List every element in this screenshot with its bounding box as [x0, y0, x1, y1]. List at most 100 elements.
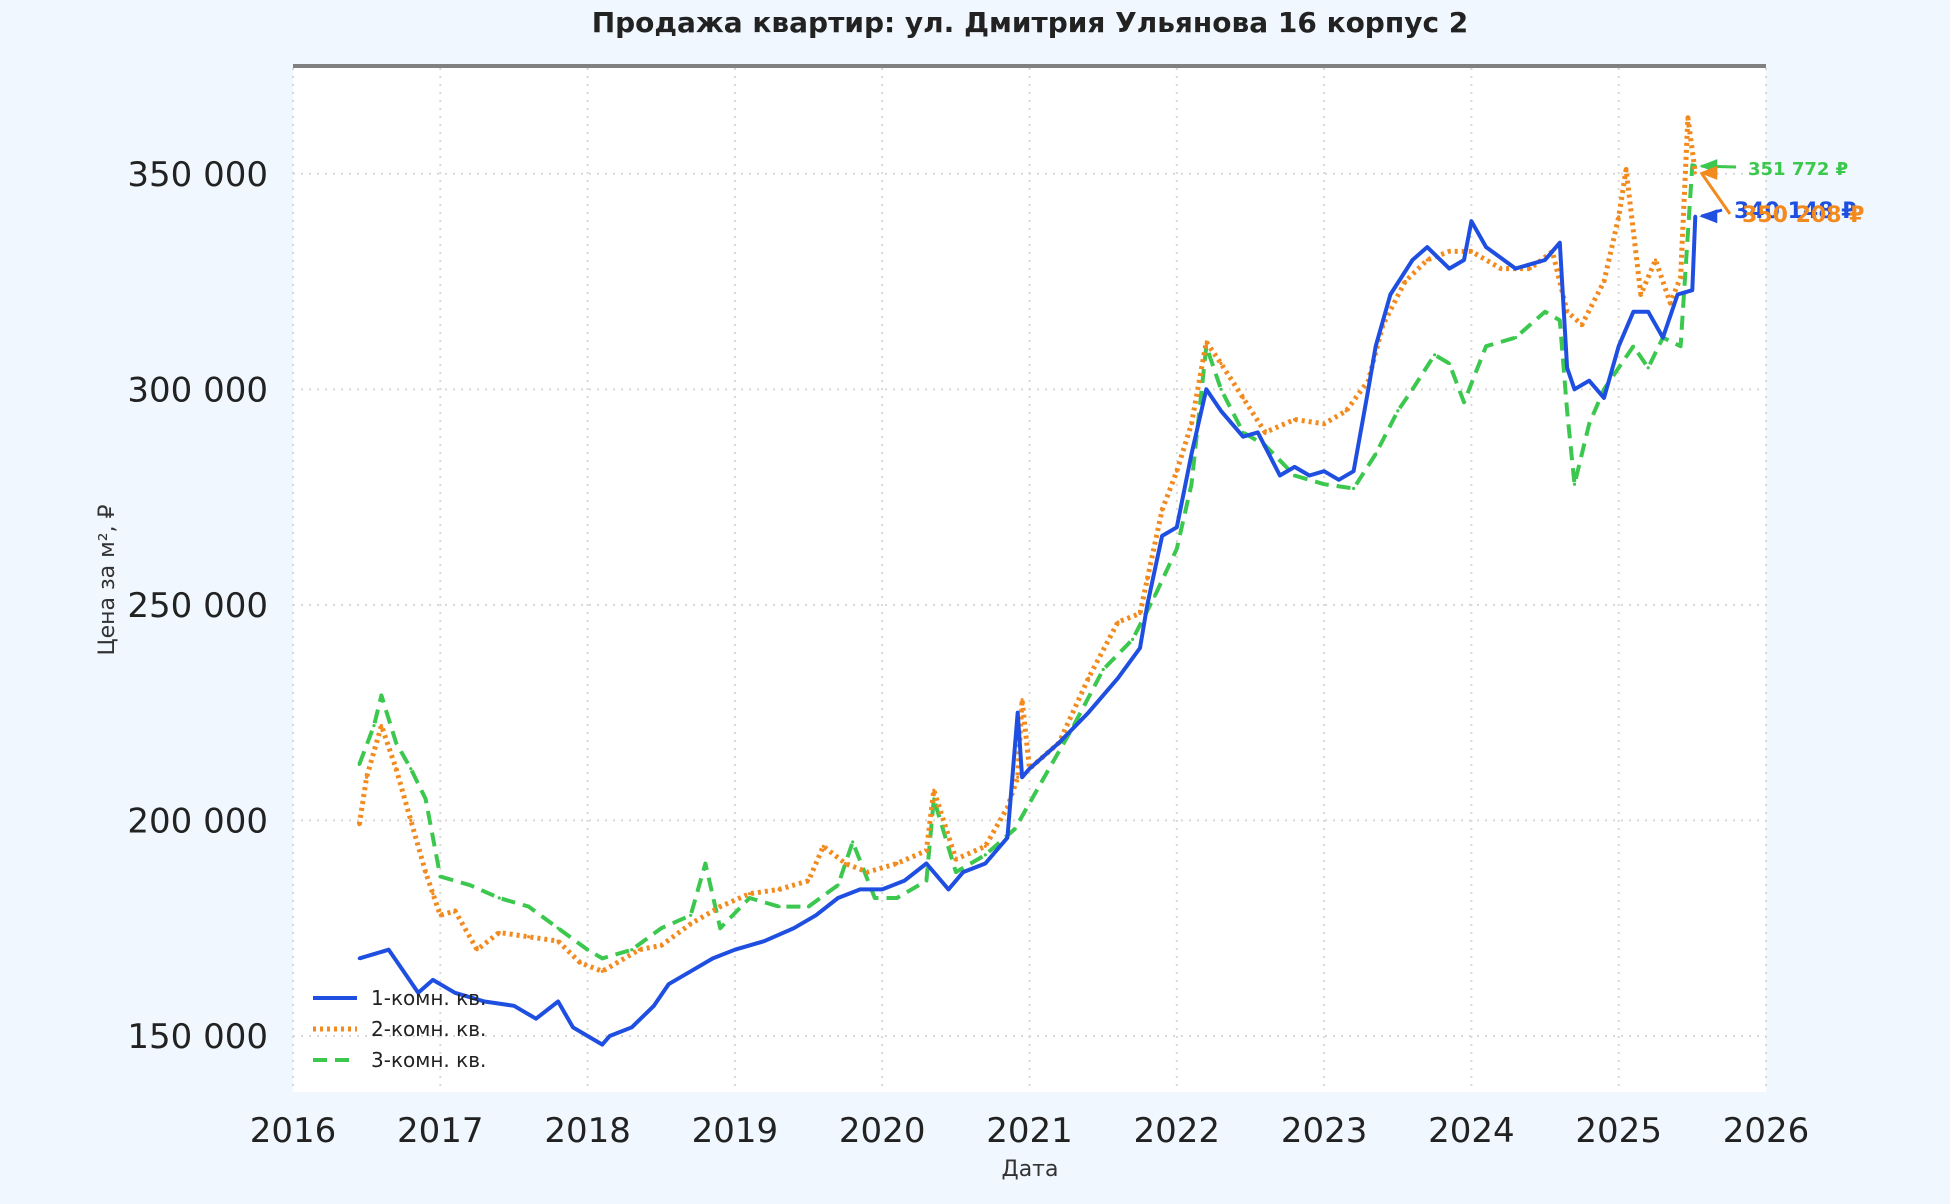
- data-point: [983, 844, 987, 848]
- data-point: [1693, 214, 1697, 218]
- x-tick-label: 2024: [1428, 1111, 1515, 1151]
- data-point: [865, 870, 870, 874]
- data-point: [1624, 167, 1628, 172]
- data-point: [873, 896, 877, 900]
- data-point: [880, 887, 884, 892]
- data-point: [1307, 473, 1311, 478]
- data-point: [932, 788, 936, 792]
- data-point: [1057, 741, 1061, 745]
- plot-area: [293, 66, 1766, 1092]
- data-point: [1617, 366, 1621, 370]
- y-tick-label: 300 000: [127, 370, 268, 410]
- data-point: [357, 823, 361, 827]
- annotations: 351 772 ₽ 340 148 ₽350 208 ₽: [1699, 159, 1864, 228]
- data-point: [1138, 611, 1142, 616]
- data-point: [394, 741, 398, 745]
- data-point: [1484, 344, 1488, 348]
- series-line-1: [358, 216, 1698, 1047]
- data-point: [1425, 245, 1429, 249]
- data-point: [689, 913, 693, 917]
- data-point: [1425, 258, 1429, 262]
- data-point: [946, 887, 951, 892]
- data-point: [1602, 279, 1606, 284]
- data-point: [438, 982, 442, 986]
- data-point: [711, 956, 715, 961]
- data-point: [409, 818, 413, 823]
- data-point: [954, 870, 958, 874]
- data-point: [843, 861, 848, 866]
- data-point: [1631, 310, 1635, 314]
- data-point: [1565, 310, 1569, 314]
- data-point: [571, 1025, 575, 1029]
- annotation-arrowhead: [1699, 165, 1718, 180]
- data-point: [667, 982, 671, 986]
- chart-title: Продажа квартир: ул. Дмитрия Ульянова 16…: [592, 6, 1469, 39]
- data-point: [1016, 775, 1020, 779]
- data-point: [954, 857, 958, 861]
- data-point: [777, 905, 781, 909]
- data-point: [1410, 258, 1415, 262]
- data-point: [1352, 469, 1356, 473]
- data-point: [1374, 452, 1378, 456]
- data-point: [733, 948, 737, 952]
- data-point: [1572, 482, 1577, 486]
- data-point: [1204, 340, 1208, 344]
- data-point: [1256, 430, 1260, 434]
- data-point: [1469, 219, 1473, 223]
- data-point: [1219, 409, 1223, 413]
- data-point: [453, 991, 457, 995]
- data-point: [1558, 241, 1562, 245]
- data-point: [615, 961, 619, 965]
- data-point: [1293, 473, 1297, 478]
- data-point: [556, 926, 560, 930]
- data-point: [777, 887, 781, 892]
- data-point: [806, 879, 811, 883]
- data-point: [1160, 534, 1164, 538]
- data-point: [1352, 486, 1356, 491]
- data-point: [1175, 469, 1179, 473]
- data-point: [453, 909, 457, 913]
- data-point: [1020, 698, 1024, 702]
- y-tick-label: 250 000: [127, 586, 268, 626]
- data-point: [924, 861, 929, 866]
- data-point: [1587, 422, 1591, 426]
- data-point: [1204, 387, 1208, 391]
- data-point: [556, 939, 560, 943]
- data-point: [689, 969, 693, 973]
- x-tick-label: 2020: [839, 1111, 926, 1151]
- data-point: [1587, 379, 1591, 383]
- data-point: [401, 969, 406, 973]
- data-point: [1005, 836, 1010, 840]
- data-point: [858, 887, 862, 892]
- data-point: [600, 1043, 604, 1047]
- data-point: [652, 1004, 656, 1008]
- data-point: [1086, 676, 1090, 680]
- data-point: [1153, 594, 1157, 598]
- data-point: [1189, 422, 1194, 426]
- data-point: [365, 775, 369, 779]
- x-tick-label: 2018: [544, 1111, 631, 1151]
- data-point: [821, 844, 825, 848]
- data-point: [1175, 547, 1179, 551]
- data-point: [1241, 396, 1245, 400]
- data-point: [1219, 387, 1223, 391]
- data-point: [1293, 465, 1297, 469]
- data-point: [1131, 637, 1135, 642]
- annotation-label: 350 208 ₽: [1742, 203, 1864, 228]
- data-point: [468, 883, 472, 887]
- data-point: [836, 896, 840, 900]
- data-point: [1499, 267, 1503, 271]
- data-point: [902, 879, 906, 883]
- data-point: [1241, 435, 1245, 439]
- data-point: [1617, 344, 1621, 348]
- data-point: [1679, 344, 1683, 348]
- data-point: [1469, 249, 1473, 253]
- data-point: [1020, 775, 1024, 779]
- data-point: [1388, 292, 1392, 297]
- data-point: [409, 767, 413, 771]
- data-point: [1602, 396, 1606, 400]
- data-point: [372, 724, 376, 728]
- data-point: [527, 935, 531, 939]
- data-point: [1631, 344, 1635, 348]
- data-point: [1145, 603, 1149, 607]
